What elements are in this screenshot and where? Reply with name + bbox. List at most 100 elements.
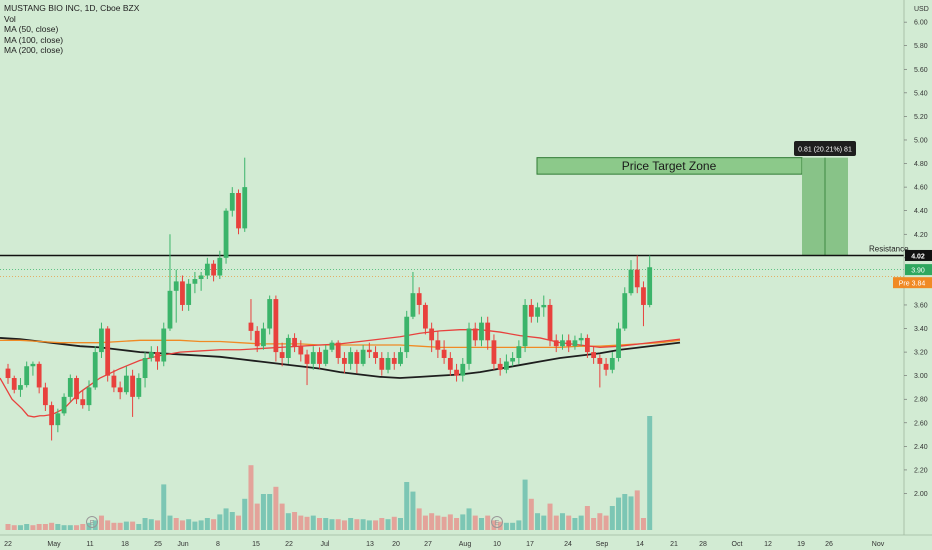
last-price-tag: 3.90 (911, 268, 925, 275)
x-tick-label: 22 (285, 541, 293, 548)
volume-bar (279, 503, 285, 530)
x-tick-label: Jul (321, 541, 330, 548)
volume-bar (360, 519, 366, 530)
x-tick-label: 12 (764, 541, 772, 548)
volume-bar (547, 503, 553, 530)
volume-bar (117, 522, 123, 530)
measure-label: 0.81 (20.21%) 81 (798, 147, 852, 154)
candle-body (217, 257, 223, 276)
volume-bar (198, 520, 204, 530)
y-tick-label: 3.00 (914, 373, 928, 380)
candle-body (454, 369, 459, 376)
volume-bar (49, 522, 55, 530)
candle-body (130, 375, 135, 397)
candle-body (597, 357, 603, 364)
volume-bar (111, 522, 117, 530)
x-tick-label: 11 (86, 541, 93, 548)
candle-body (42, 387, 48, 406)
candle-body (310, 352, 316, 364)
candle-body (61, 396, 67, 414)
volume-bar (179, 520, 185, 530)
volume-bar (535, 513, 541, 530)
y-tick-label: 5.20 (914, 114, 928, 121)
volume-bar (541, 515, 547, 530)
volume-bar (510, 522, 516, 530)
x-tick-label: 25 (154, 541, 162, 548)
volume-bar (80, 524, 86, 530)
candle-body (435, 340, 441, 350)
indicator-volume[interactable]: Vol (4, 13, 16, 24)
candle-body (36, 363, 42, 388)
volume-bar (211, 519, 217, 530)
x-tick-label: 8 (216, 541, 220, 548)
volume-bar (223, 508, 229, 530)
chart-title[interactable]: MUSTANG BIO INC, 1D, Cboe BZX (4, 3, 140, 13)
x-tick-label: 20 (392, 541, 400, 548)
volume-bar (105, 520, 111, 530)
candle-body (429, 328, 435, 341)
measure-label-bg (794, 141, 856, 156)
volume-bar (5, 524, 11, 530)
x-tick-label: 19 (797, 541, 805, 548)
volume-bar (516, 520, 522, 530)
indicator-ma50[interactable]: MA (50, close) (4, 24, 59, 35)
y-tick-label: 3.60 (914, 302, 928, 309)
candle-body (80, 399, 86, 406)
volume-pane (5, 416, 653, 530)
volume-bar (603, 515, 609, 530)
volume-bar (74, 525, 80, 530)
volume-bar (161, 484, 167, 530)
resistance-price-tag: 4.02 (911, 253, 925, 260)
y-tick-label: 2.20 (914, 467, 928, 474)
volume-bar (559, 513, 565, 530)
candle-body (479, 322, 484, 341)
y-tick-label: 2.80 (914, 397, 928, 404)
candle-body (198, 275, 204, 280)
candle-body (410, 293, 416, 317)
indicator-ma200[interactable]: MA (200, close) (4, 45, 64, 56)
candle-body (74, 378, 79, 400)
volume-bar (298, 515, 304, 530)
candle-body (304, 354, 310, 364)
candle-body (504, 361, 509, 370)
volume-bar (310, 515, 316, 530)
candle-body (323, 349, 329, 364)
candle-body (522, 304, 528, 347)
volume-bar (478, 518, 484, 530)
candle-body (5, 368, 11, 379)
volume-bar (591, 518, 597, 530)
volume-bar (98, 515, 104, 530)
volume-bar (466, 508, 472, 530)
volume-bar (30, 525, 36, 530)
earnings-marker (86, 516, 98, 528)
candle-body (622, 293, 628, 329)
volume-bar (36, 524, 42, 530)
candle-body (335, 342, 341, 358)
x-tick-label: May (47, 541, 61, 548)
candle-body (204, 263, 210, 276)
volume-bar (236, 515, 242, 530)
candle-body (117, 387, 123, 393)
candle-body (510, 357, 516, 362)
volume-bar (460, 514, 466, 530)
candle-body (285, 337, 291, 358)
candle-body (528, 304, 534, 317)
candle-body (236, 193, 241, 229)
volume-bar (329, 519, 335, 530)
volume-bar (497, 521, 503, 530)
candle-body (123, 375, 129, 393)
indicator-ma100[interactable]: MA (100, close) (4, 34, 64, 45)
candle-body (379, 357, 385, 370)
y-tick-label: 4.40 (914, 208, 928, 215)
volume-bar (267, 494, 273, 530)
candle-body (641, 287, 646, 305)
volume-bar (422, 515, 428, 530)
volume-bar (42, 524, 48, 530)
candle-body (111, 375, 117, 388)
candle-body (416, 293, 422, 305)
candle-body (267, 299, 273, 329)
volume-bar (186, 519, 192, 530)
candles (5, 157, 653, 441)
